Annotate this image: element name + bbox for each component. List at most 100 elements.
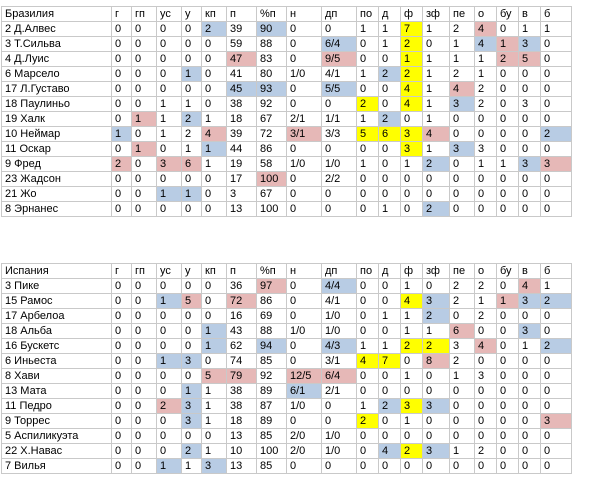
stat-cell: 0 (131, 368, 157, 384)
stat-cell: 0 (131, 36, 157, 52)
column-header: %п (256, 6, 287, 22)
stat-cell: 1 (496, 293, 519, 309)
stat-cell: 4 (400, 96, 423, 112)
stat-cell: 0 (540, 443, 572, 459)
stat-cell: 0 (111, 36, 132, 52)
stat-cell: 0 (156, 368, 182, 384)
stat-cell: 0 (181, 36, 202, 52)
stat-cell: 3/1 (286, 126, 322, 142)
stat-cell: 0 (111, 443, 132, 459)
stat-cell: 0 (496, 141, 519, 157)
stat-cell: 0 (518, 383, 541, 399)
stat-cell: 0 (518, 171, 541, 187)
stat-cell: 0 (111, 96, 132, 112)
stat-cell: 0 (496, 308, 519, 324)
stat-cell: 85 (256, 428, 287, 444)
player-row: 21 Жо 0 0 1 1 0 3 67 0 0 0 0 0 0 0 0 0 0 0 (1, 186, 572, 202)
stat-cell: 3 (201, 458, 227, 474)
stat-cell: 0 (496, 171, 519, 187)
stat-cell: 2 (449, 66, 475, 82)
stat-cell: 2 (400, 66, 423, 82)
player-row: 17 Арбелоа 0 0 0 0 0 16 69 0 1/0 0 1 1 2 0 2 0 0 0 (1, 308, 572, 324)
stat-cell: 0 (496, 96, 519, 112)
player-name: 9 Фред (1, 156, 112, 172)
stat-cell: 97 (256, 278, 287, 294)
stat-cell: 0 (449, 398, 475, 414)
stat-cell: 0 (131, 156, 157, 172)
stat-cell: 0 (356, 36, 379, 52)
stat-cell: 0 (321, 413, 357, 429)
stat-cell: 0 (540, 186, 572, 202)
stat-cell: 0 (474, 383, 497, 399)
stat-cell: 0 (496, 323, 519, 339)
stat-cell: 2 (356, 413, 379, 429)
stat-cell: 0 (474, 126, 497, 142)
stat-cell: 0 (496, 398, 519, 414)
stat-cell: 1 (181, 66, 202, 82)
stat-cell: 0 (131, 398, 157, 414)
stat-cell: 0 (400, 186, 423, 202)
stat-cell: 0 (378, 96, 401, 112)
stat-cell: 45 (226, 81, 257, 97)
stat-cell: 0 (518, 413, 541, 429)
stat-cell: 0 (518, 111, 541, 127)
stat-cell: 0 (496, 428, 519, 444)
stat-cell: 92 (256, 96, 287, 112)
stat-cell: 5/5 (321, 81, 357, 97)
stat-cell: 0 (156, 323, 182, 339)
stat-cell: 0 (474, 413, 497, 429)
stat-cell: 0 (156, 51, 182, 67)
stat-cell: 0 (131, 96, 157, 112)
stat-cell: 0 (378, 323, 401, 339)
stat-cell: 2 (422, 338, 450, 354)
stat-cell: 0 (111, 278, 132, 294)
stat-cell: 1 (378, 201, 401, 217)
stat-cell: 72 (226, 293, 257, 309)
stat-cell: 0 (518, 141, 541, 157)
spain-stats-table: Испания г гп ус у кп п %п н дп по д ф зф пе о бу в б 3 Пике… (1, 263, 572, 474)
stat-cell: 0 (156, 383, 182, 399)
stat-cell: 2 (400, 338, 423, 354)
stat-cell: 4 (474, 36, 497, 52)
stat-cell: 0 (518, 428, 541, 444)
stat-cell: 1 (474, 156, 497, 172)
stat-cell: 1 (156, 186, 182, 202)
stat-cell: 3 (474, 141, 497, 157)
stat-cell: 1 (400, 156, 423, 172)
stat-cell: 0 (518, 353, 541, 369)
stat-cell: 1 (181, 383, 202, 399)
stat-cell: 0 (201, 278, 227, 294)
column-header: о (474, 263, 497, 279)
stat-cell: 1 (156, 126, 182, 142)
stat-cell: 0 (496, 443, 519, 459)
stat-cell: 0 (518, 443, 541, 459)
stat-cell: 0 (400, 171, 423, 187)
stat-cell: 41 (226, 66, 257, 82)
stat-cell: 0 (449, 428, 475, 444)
stat-cell: 0 (131, 171, 157, 187)
stat-cell: 0 (111, 51, 132, 67)
stat-cell: 0 (201, 353, 227, 369)
player-row: 18 Альба 0 0 0 0 1 43 88 1/0 1/0 0 0 1 1 6 0 0 3 0 (1, 323, 572, 339)
column-header: о (474, 6, 497, 22)
stat-cell: 1 (540, 21, 572, 37)
stat-cell: 0 (474, 186, 497, 202)
stat-cell: 0 (422, 186, 450, 202)
stat-cell: 3 (226, 186, 257, 202)
stat-cell: 67 (256, 186, 287, 202)
stat-cell: 0 (518, 308, 541, 324)
stat-cell: 3 (181, 398, 202, 414)
stat-cell: 0 (201, 36, 227, 52)
stat-cell: 1/0 (321, 428, 357, 444)
stat-cell: 0 (156, 141, 182, 157)
stat-cell: 0 (201, 51, 227, 67)
stat-cell: 0 (378, 186, 401, 202)
stat-cell: 0 (496, 81, 519, 97)
player-name: 6 Иньеста (1, 353, 112, 369)
stat-cell: 2 (474, 278, 497, 294)
stat-cell: 0 (356, 201, 379, 217)
stat-cell: 3 (474, 368, 497, 384)
stat-cell: 0 (496, 201, 519, 217)
stat-cell: 0 (540, 383, 572, 399)
column-header: в (518, 263, 541, 279)
